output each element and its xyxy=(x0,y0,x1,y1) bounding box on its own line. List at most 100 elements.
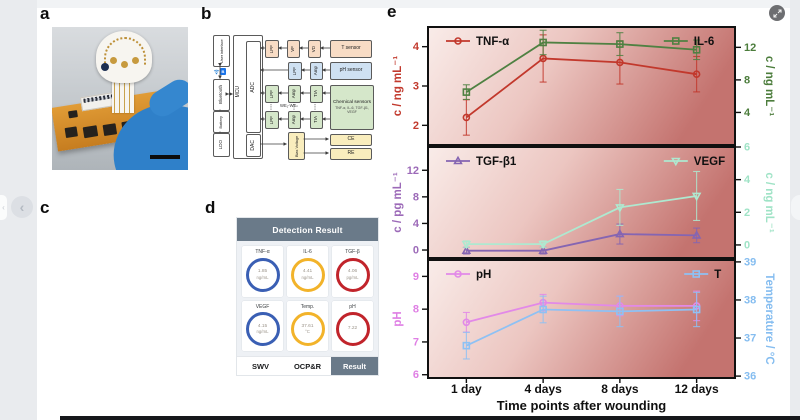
svg-text:9: 9 xyxy=(413,271,419,283)
ic-chip xyxy=(67,110,78,119)
expand-icon xyxy=(772,8,782,18)
amp-block: Amp xyxy=(288,111,301,129)
t-sensor-block: T sensor xyxy=(330,40,372,58)
ce-block: CE xyxy=(330,134,372,146)
app-screenshot: Detection Result TNF-α 1.85 ng/mL IL-6 4… xyxy=(237,218,378,375)
ic-chip xyxy=(102,123,118,137)
system-block-diagram: User interface B Bluetooth Battery LDO M… xyxy=(208,30,390,162)
gauge-ring: 4.15 ng/mL xyxy=(245,312,280,346)
svg-text:pH: pH xyxy=(476,269,491,281)
sensor-patch-dome xyxy=(96,31,152,83)
ic-chip xyxy=(64,126,78,139)
expand-button[interactable] xyxy=(769,5,785,21)
svg-text:TGF-β1: TGF-β1 xyxy=(476,156,517,168)
user-interface-block: User interface xyxy=(213,35,230,67)
svg-text:37: 37 xyxy=(744,333,756,345)
prev-figure-button[interactable]: ‹ xyxy=(11,196,33,218)
svg-text:6: 6 xyxy=(744,142,750,154)
result-card-tgf: TGF-β 4.06 pg/mL xyxy=(332,246,373,297)
panel-c-label: c xyxy=(40,198,50,217)
x-tick-label: 8 days xyxy=(601,382,639,396)
wifi-icon xyxy=(213,69,220,75)
gauge-ring: 4.06 pg/mL xyxy=(335,257,370,292)
result-card-tnf: TNF-α 1.85 ng/mL xyxy=(242,246,283,297)
tab-ocpr: OCP&R xyxy=(293,361,322,371)
svg-text:0: 0 xyxy=(744,239,750,251)
electrode-dot xyxy=(110,57,117,64)
svg-text:2: 2 xyxy=(744,207,750,219)
lpf-block: LPF xyxy=(288,62,302,80)
sensor-patch-stem xyxy=(112,73,134,113)
next-figure-button[interactable] xyxy=(791,195,800,220)
gauge-ring: 4.41 ng/mL xyxy=(290,257,325,292)
svg-text:8: 8 xyxy=(413,191,419,203)
chevron-left-icon: ‹ xyxy=(2,203,5,212)
chevron-left-icon: ‹ xyxy=(19,199,25,215)
vd-block: VD xyxy=(308,40,321,58)
svg-text:4: 4 xyxy=(413,218,420,230)
ldo-block: LDO xyxy=(213,133,230,157)
chart-growth-factors: 0 4 8 12 0 2 4 6 c / pg mL⁻¹ c / ng mL⁻¹ TGF-β1 VEG… xyxy=(392,142,775,263)
bluetooth-block: Bluetooth xyxy=(213,79,230,111)
svg-text:7: 7 xyxy=(413,336,419,348)
chart-cytokines: 2 3 4 4 8 12 c / ng mL⁻¹ c / ng mL⁻¹ TNF-α IL-6 xyxy=(392,26,775,150)
svg-text:36: 36 xyxy=(744,371,756,383)
x-axis-title: Time points after wounding xyxy=(497,398,667,413)
vf-block: VF xyxy=(287,40,300,58)
result-grid: TNF-α 1.85 ng/mL IL-6 4.41 ng/mL TGF-β 4… xyxy=(237,241,378,356)
gauge-ring: 7.22 xyxy=(335,312,370,346)
dac-block: DAC xyxy=(246,134,261,157)
svg-text:0: 0 xyxy=(413,245,419,257)
svg-text:8: 8 xyxy=(413,304,419,316)
panel-d-label: d xyxy=(205,198,216,217)
svg-text:38: 38 xyxy=(744,294,756,306)
top-margin-strip xyxy=(0,0,800,8)
svg-text:4: 4 xyxy=(413,41,420,53)
ph-sensor-block: pH sensor xyxy=(330,62,372,80)
battery-block: Battery xyxy=(213,111,230,133)
lpf-block: LPF xyxy=(265,111,279,129)
window-bottom-edge xyxy=(60,416,800,420)
x-tick-label: 1 day xyxy=(451,382,482,396)
chart-ph-temperature: 6 7 8 9 36 37 38 39 pH Temperature / °C pH T xyxy=(392,256,775,383)
panel-e-charts: 2 3 4 4 8 12 c / ng mL⁻¹ c / ng mL⁻¹ TNF-α IL-6 0 4… xyxy=(392,26,775,413)
svg-text:4: 4 xyxy=(744,174,751,186)
serpentine-trace xyxy=(104,37,146,65)
tab-swv: SWV xyxy=(251,361,270,371)
svg-text:8: 8 xyxy=(744,74,750,86)
tia-block: TIA xyxy=(310,85,323,103)
svg-text:4: 4 xyxy=(744,107,751,119)
app-tab-bar: SWV OCP&R Result xyxy=(237,356,378,375)
svg-text:c / pg mL⁻¹: c / pg mL⁻¹ xyxy=(392,172,404,233)
amp-block: Amp xyxy=(288,85,301,103)
svg-text:12: 12 xyxy=(407,165,419,177)
svg-text:12: 12 xyxy=(744,42,756,54)
lpf-block: LPF xyxy=(265,85,279,103)
lpf-block: LPF xyxy=(265,40,279,58)
scale-bar xyxy=(150,155,180,159)
x-tick-label: 4 days xyxy=(524,382,562,396)
device-photo xyxy=(52,27,188,170)
gauge-ring: 1.85 ng/mL xyxy=(245,257,280,292)
edge-nav-pill[interactable]: ‹ xyxy=(0,195,7,220)
bias-voltage-block: Bias Voltage xyxy=(288,132,305,160)
panel-b-label: b xyxy=(201,4,212,23)
reference-electrode-dot xyxy=(101,63,109,71)
svg-text:Temperature / °C: Temperature / °C xyxy=(763,273,775,364)
svg-text:IL-6: IL-6 xyxy=(694,36,714,48)
svg-text:c / ng mL⁻¹: c / ng mL⁻¹ xyxy=(392,56,404,117)
svg-text:VEGF: VEGF xyxy=(694,156,725,168)
result-card-vegf: VEGF 4.15 ng/mL xyxy=(242,300,283,351)
x-tick-label: 12 days xyxy=(675,382,719,396)
detection-result-header: Detection Result xyxy=(237,218,378,241)
svg-text:TNF-α: TNF-α xyxy=(476,36,509,48)
tab-result: Result xyxy=(331,357,378,375)
bluetooth-icon: B xyxy=(220,68,226,75)
we-range-label: WE₁-WEₙ xyxy=(280,102,298,108)
result-card-il6: IL-6 4.41 ng/mL xyxy=(287,246,328,297)
tia-block: TIA xyxy=(310,111,323,129)
svg-text:39: 39 xyxy=(744,256,756,268)
svg-text:c / ng mL⁻¹: c / ng mL⁻¹ xyxy=(763,56,775,117)
result-card-ph: pH 7.22 xyxy=(332,300,373,351)
